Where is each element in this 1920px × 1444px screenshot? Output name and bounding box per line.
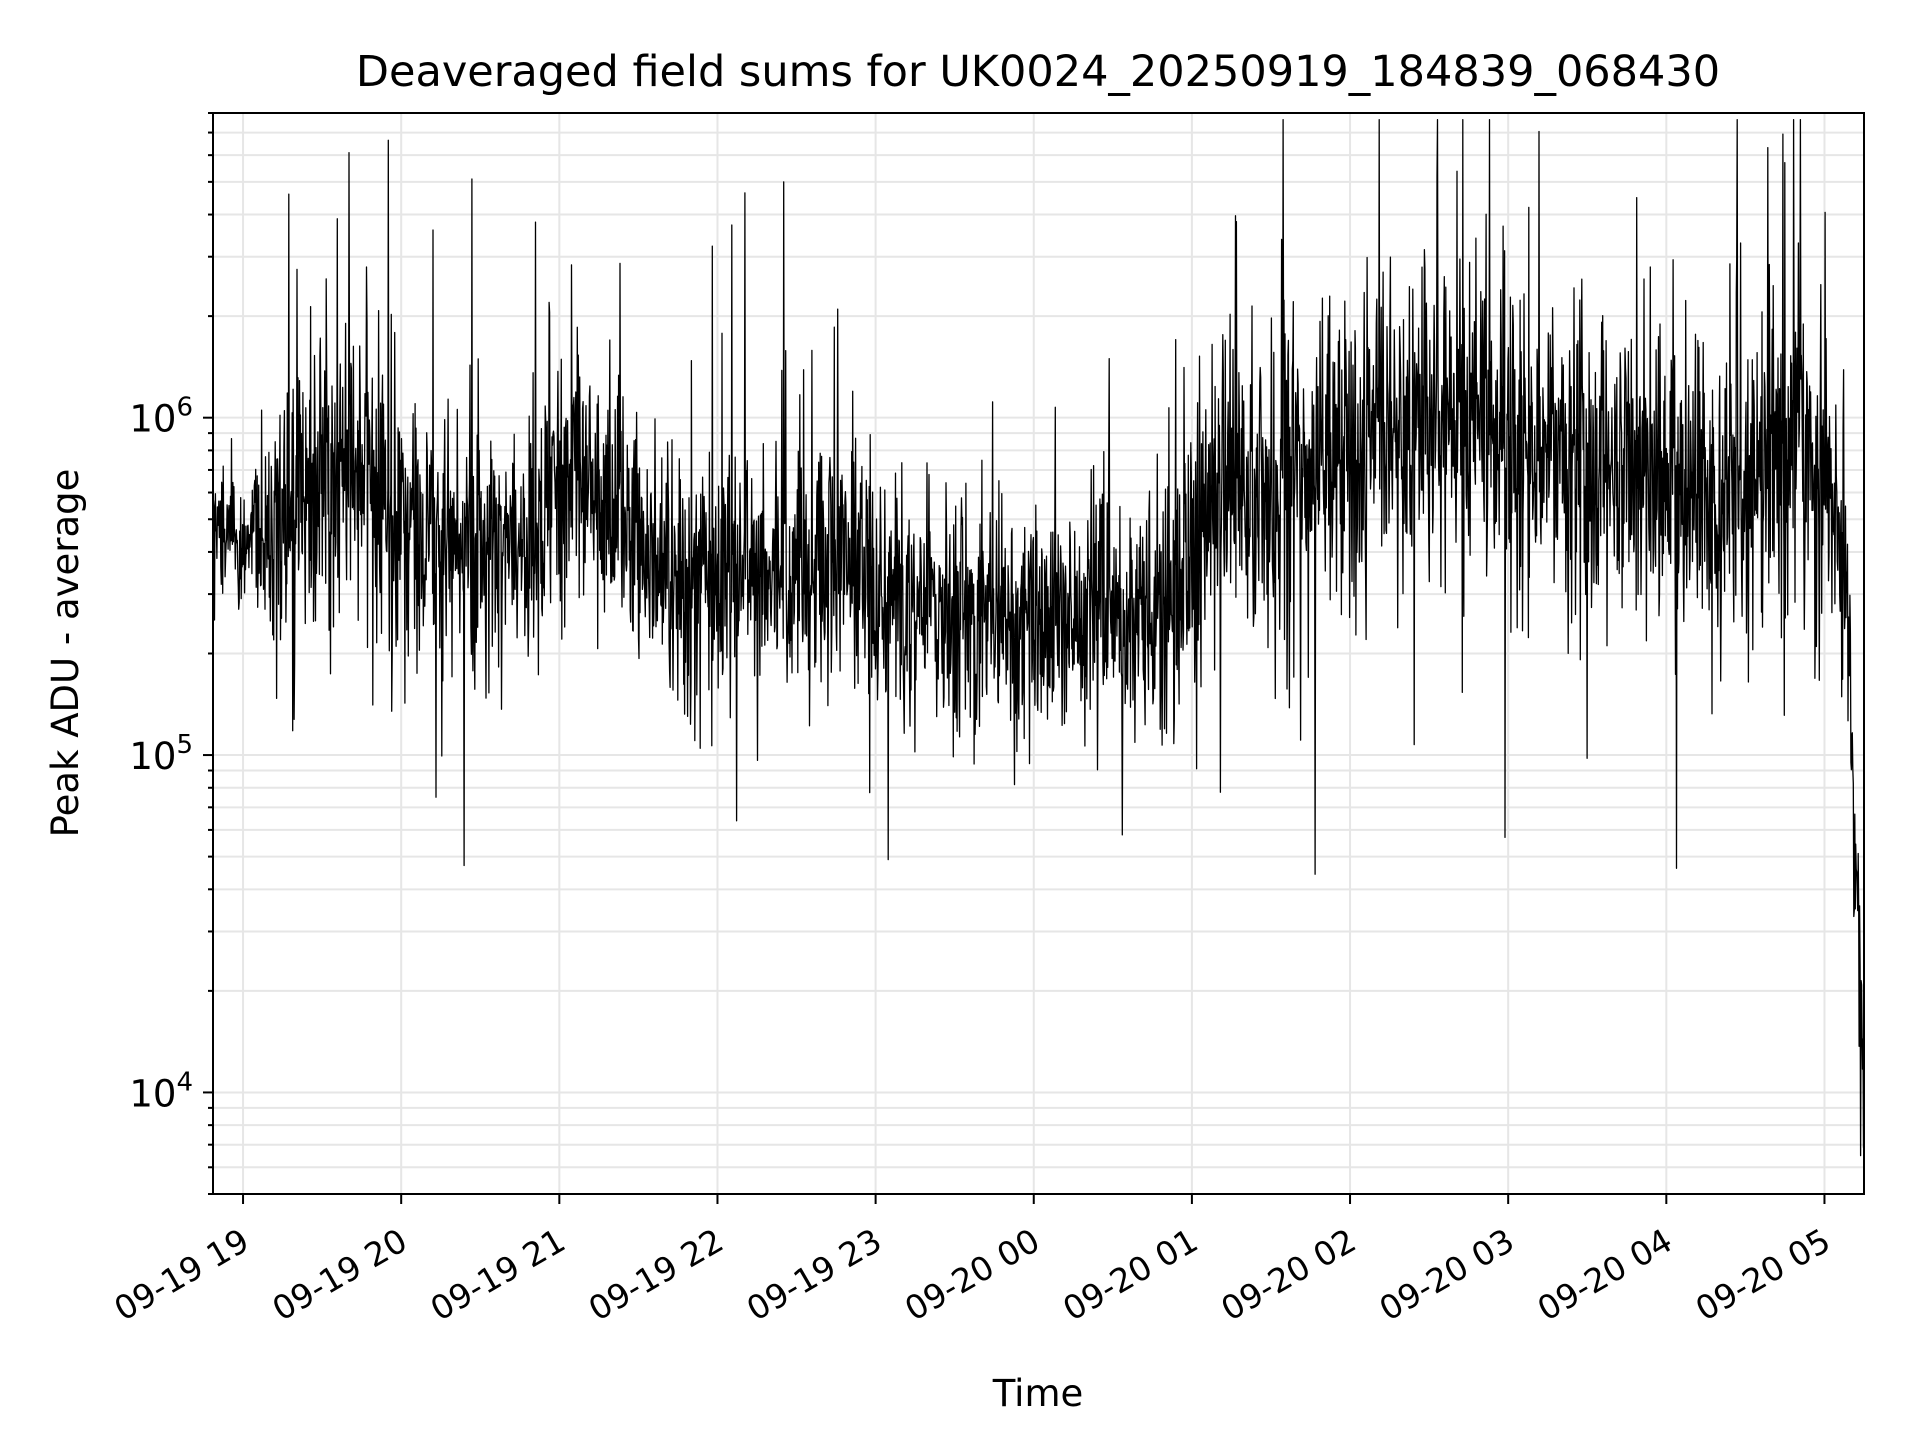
y-axis-label: Peak ADU - average xyxy=(44,469,87,838)
chart-title: Deaveraged field sums for UK0024_2025091… xyxy=(356,47,1720,97)
y-tick-label: 105 xyxy=(129,730,193,778)
y-tick-label: 104 xyxy=(129,1067,193,1115)
data-layer xyxy=(212,119,1865,1157)
series-line-deaveraged-field-sums xyxy=(212,119,1865,1157)
x-axis-label: Time xyxy=(992,1372,1084,1415)
y-tick-label: 106 xyxy=(129,393,193,441)
